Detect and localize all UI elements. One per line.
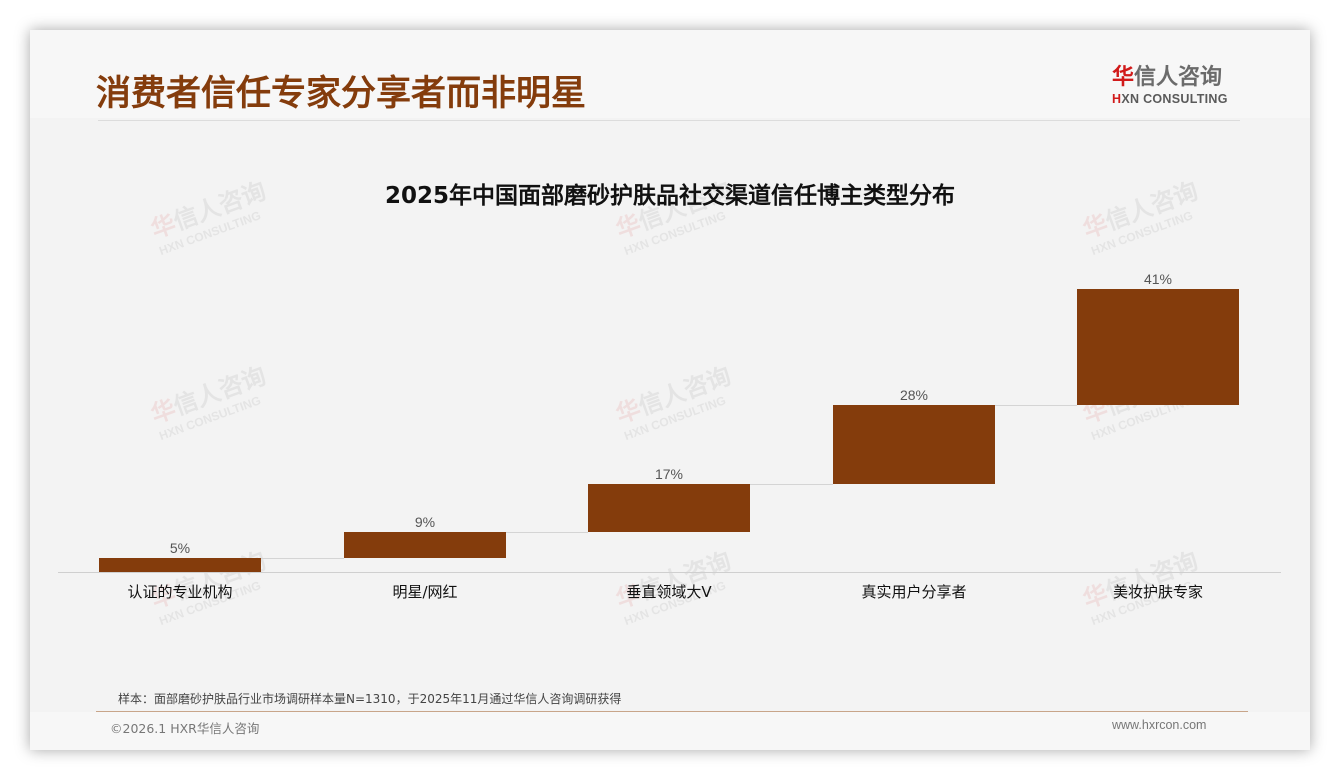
bar-value-label: 41% [1143,271,1173,287]
category-label: 真实用户分享者 [861,583,967,601]
footer-band [30,712,1310,750]
bar [99,557,261,572]
connector-line [995,405,1077,407]
category-label: 明星/网红 [392,583,458,601]
website-link[interactable]: www.hxrcon.com [1112,718,1207,732]
slide: 华信人咨询 HXN CONSULTING 华信人咨询 HXN CONSULTING 华信… [30,30,1310,750]
logo-hua-char: 华 [1112,65,1135,90]
bar-value-label: 9% [414,514,436,531]
bar-value-label: 28% [899,387,929,404]
connector-line [750,484,833,486]
footer-divider [96,711,1248,712]
logo-en-h: H [1112,92,1122,106]
category-label: 美妆护肤专家 [1112,583,1203,601]
category-label: 垂直领域大V [626,583,712,601]
bar [588,484,750,533]
logo-cn-rest: 信人咨询 [1134,65,1223,90]
connector-line [506,532,588,534]
logo-en-rest: XN CONSULTING [1121,92,1228,106]
x-axis-line [58,572,1281,573]
connector-line [261,557,344,559]
header-band [30,30,1310,118]
company-logo: 华信人咨询 HXN CONSULTING [1112,64,1242,106]
bar [1077,289,1239,406]
copyright-text: ©2026.1 HXR华信人咨询 [110,721,260,736]
bar-value-label: 17% [654,466,684,483]
bar [344,532,506,558]
category-label: 认证的专业机构 [127,583,233,601]
bar [833,405,995,485]
logo-chinese: 华信人咨询 [1112,64,1242,92]
chart-title: 2025年中国面部磨砂护肤品社交渠道信任博主类型分布 [384,183,955,209]
waterfall-chart: 5% 认证的专业机构 9% 明星/网红 17% 垂直领域大V 28% 真实用户分享者 41% 美妆… [30,30,1310,750]
logo-english: HXN CONSULTING [1112,92,1242,106]
page-title: 消费者信任专家分享者而非明星 [96,74,587,114]
bar-value-label: 5% [169,539,191,556]
sample-note: 样本：面部磨砂护肤品行业市场调研样本量N=1310，于2025年11月通过华信人… [118,692,622,706]
title-divider [98,120,1240,121]
